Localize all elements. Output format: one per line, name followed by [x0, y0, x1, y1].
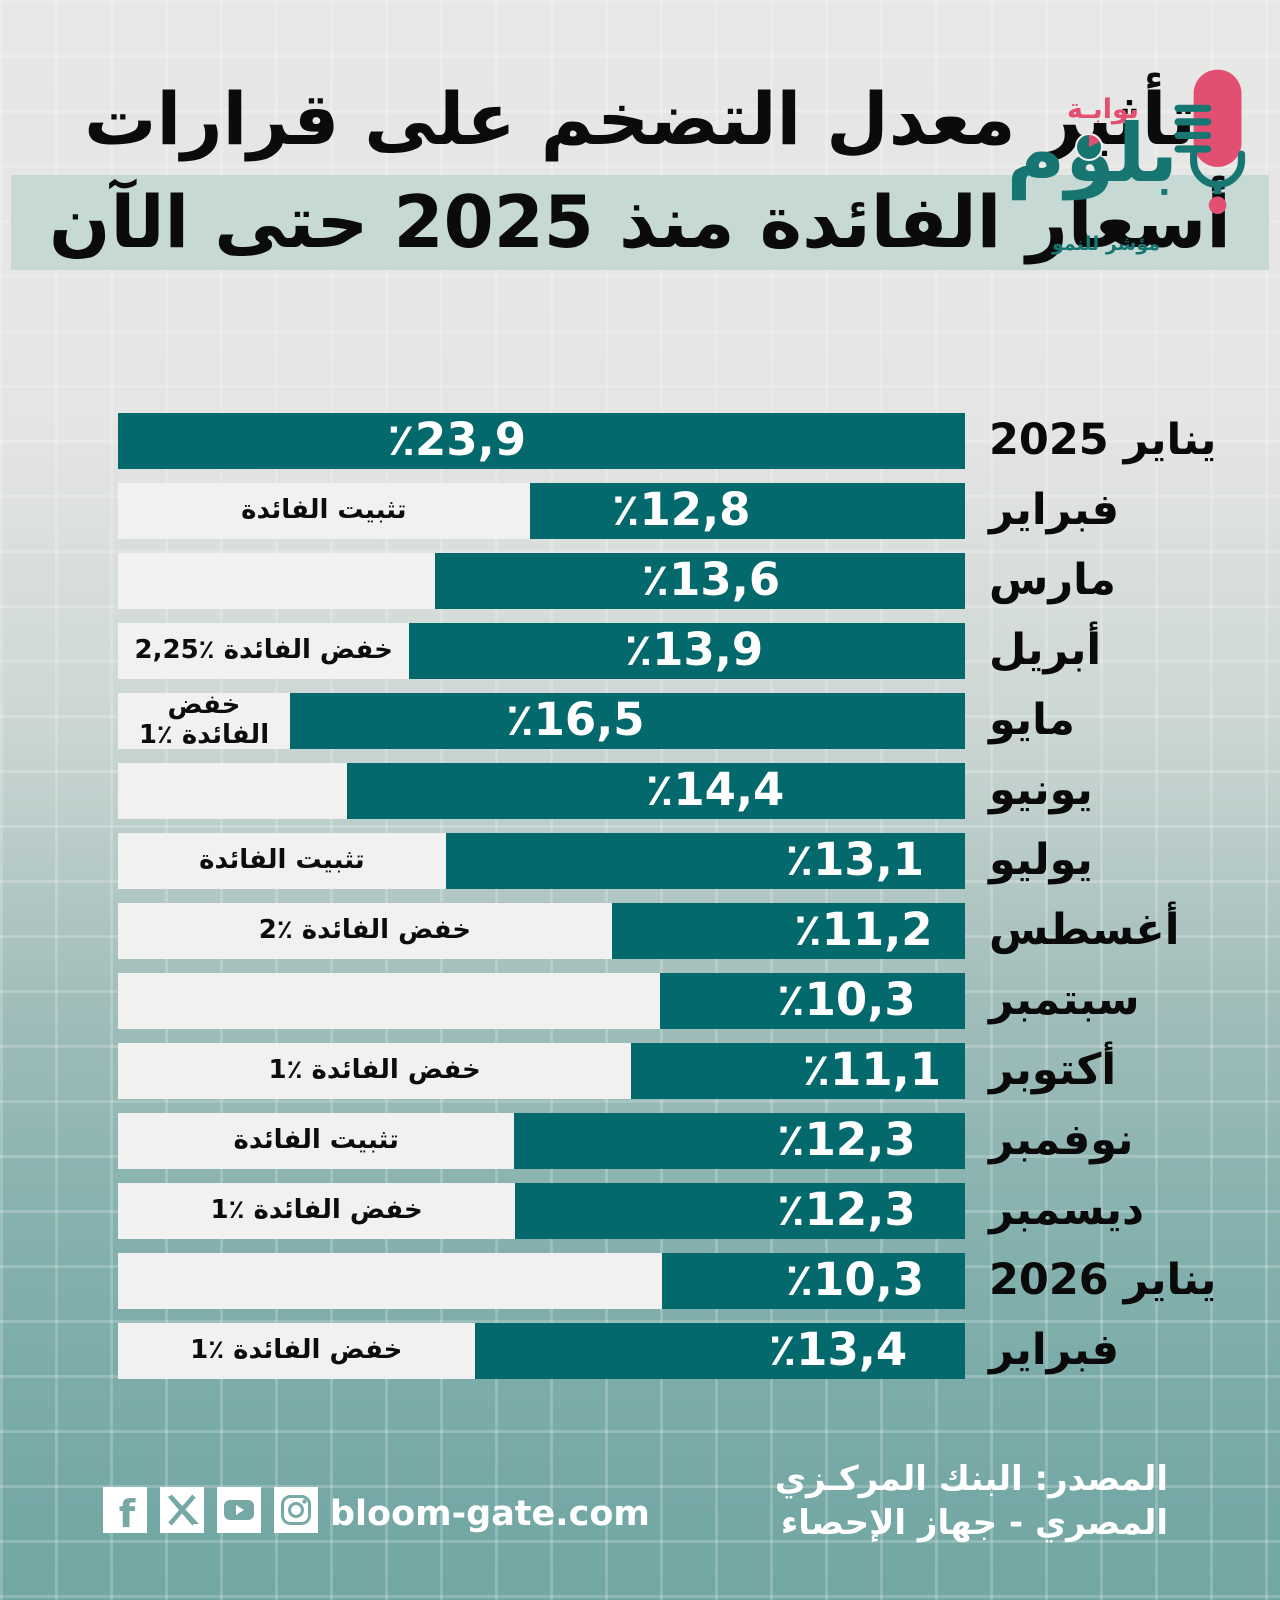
month-label: يوليو: [989, 835, 1093, 885]
bloom-gate-logo: بوابـة بلوم مؤشر للنمو: [1007, 66, 1246, 261]
month-label: فبراير: [989, 1325, 1120, 1375]
month-label: مايو: [989, 695, 1075, 745]
bar-row: تثبيت الفائدة ٪12,3 نوفمبر: [118, 1113, 1133, 1169]
bar-value-label: ٪13,6: [641, 553, 781, 606]
bar-row: ٪14,4 يونيو: [118, 763, 1093, 819]
bar-row: ٪23,9 يناير 2025: [118, 413, 1216, 469]
bar-row: خفض الفائدة ٪1 ٪11,1 أكتوبر: [118, 1043, 1116, 1099]
decision-annotation: خفض الفائدة ٪1: [210, 1195, 423, 1226]
inflation-bar-chart: ٪23,9 يناير 2025 تثبيت الفائدة ٪12,8 فبراير ٪…: [118, 413, 1216, 1393]
bar-value-label: ٪10,3: [785, 1253, 925, 1306]
month-label: يناير 2025: [989, 415, 1217, 465]
bar-row: خفض الفائدة ٪1 ٪13,4 فبراير: [118, 1323, 1119, 1379]
bar-fill: [514, 1113, 965, 1169]
source-note: المصدر: البنك المركـزي المصري - جهاز الإ…: [775, 1458, 1168, 1545]
bar-value-label: ٪13,4: [768, 1323, 908, 1376]
facebook-icon: f: [103, 1487, 147, 1533]
bar-value-label: ٪11,2: [794, 903, 933, 956]
bar-value-label: ٪23,9: [387, 413, 527, 466]
bar-fill: [611, 903, 965, 959]
instagram-icon: [274, 1487, 318, 1533]
bar-row: تثبيت الفائدة ٪12,8 فبراير: [118, 483, 1119, 539]
bar-row: خفض الفائدة ٪1 ٪12,3 ديسمبر: [118, 1183, 1144, 1239]
month-label: مارس: [989, 555, 1116, 605]
month-label: نوفمبر: [989, 1115, 1134, 1165]
bar-fill: [529, 483, 965, 539]
bar-fill: [409, 623, 965, 679]
bar-row: خفض الفائدة ٪1 ٪16,5 مايو: [118, 690, 1075, 750]
decision-annotation: تثبيت الفائدة: [233, 1125, 399, 1156]
month-label: أكتوبر: [989, 1045, 1117, 1095]
bar-row: ٪10,3 سبتمبر: [118, 973, 1140, 1029]
header: تأثير معدل التضخم على قرارات أسعار الفائ…: [0, 78, 1280, 270]
decision-annotation: خفض الفائدة ٪1: [190, 1335, 403, 1366]
decision-annotation: خفض الفائدة ٪2,25: [134, 635, 393, 666]
bar-fill: [346, 763, 965, 819]
bar-value-label: ٪12,3: [777, 1183, 916, 1236]
bar-value-label: ٪12,8: [612, 483, 751, 536]
decision-annotation: خفض الفائدة ٪1: [268, 1055, 481, 1086]
month-label: فبراير: [989, 485, 1120, 535]
microphone-icon: [1174, 69, 1246, 215]
website-url: bloom-gate.com: [330, 1494, 650, 1534]
month-label: يونيو: [989, 765, 1093, 815]
bar-value-label: ٪13,9: [624, 623, 764, 676]
logo-tagline-text: مؤشر للنمو: [1051, 233, 1161, 255]
decision-annotation: خفض الفائدة ٪1: [138, 690, 270, 750]
decision-annotation: خفض الفائدة ٪2: [258, 915, 472, 946]
bar-fill: [515, 1183, 965, 1239]
bar-row: ٪13,6 مارس: [118, 553, 1116, 609]
bar-row: ٪10,3 يناير 2026: [118, 1253, 1216, 1309]
bar-fill: [660, 973, 965, 1029]
logo-gate-text: بوابـة: [1066, 94, 1140, 125]
bar-fill: [445, 833, 965, 889]
social-icons: f: [103, 1487, 318, 1533]
month-label: يناير 2026: [989, 1255, 1217, 1305]
bar-fill: [434, 553, 965, 609]
month-label: سبتمبر: [989, 975, 1140, 1025]
bar-row: تثبيت الفائدة ٪13,1 يوليو: [118, 833, 1093, 889]
month-label: ديسمبر: [989, 1185, 1145, 1235]
bar-fill: [631, 1043, 965, 1099]
bar-fill: [118, 413, 965, 469]
bar-fill: [661, 1253, 965, 1309]
pie-chart-icon: [1075, 133, 1103, 161]
month-label: أغسطس: [989, 905, 1180, 955]
source-line2: المصري - جهاز الإحصاء: [780, 1502, 1168, 1543]
month-label: أبريل: [989, 625, 1102, 675]
bar-value-label: ٪10,3: [777, 973, 916, 1026]
page-title-line2: أسعار الفائدة منذ 2025 حتى الآن: [11, 174, 1269, 270]
source-line1: المصدر: البنك المركـزي: [774, 1459, 1168, 1499]
bar-value-label: ٪11,1: [802, 1043, 942, 1096]
page-title-line1: تأثير معدل التضخم على قرارات: [84, 77, 1197, 161]
svg-text:f: f: [119, 1492, 136, 1533]
x-twitter-icon: [160, 1487, 204, 1533]
youtube-icon: [217, 1487, 261, 1533]
bar-value-label: ٪12,3: [777, 1113, 916, 1166]
bar-value-label: ٪16,5: [506, 693, 645, 746]
decision-annotation: تثبيت الفائدة: [241, 495, 407, 526]
bar-fill: [289, 693, 965, 749]
bar-value-label: ٪14,4: [645, 763, 785, 816]
bar-value-label: ٪13,1: [785, 833, 925, 886]
bar-fill: [474, 1323, 965, 1379]
bar-row: خفض الفائدة ٪2 ٪11,2 أغسطس: [118, 903, 1180, 959]
decision-annotation: تثبيت الفائدة: [199, 845, 365, 876]
bar-row: خفض الفائدة ٪2,25 ٪13,9 أبريل: [118, 623, 1101, 679]
